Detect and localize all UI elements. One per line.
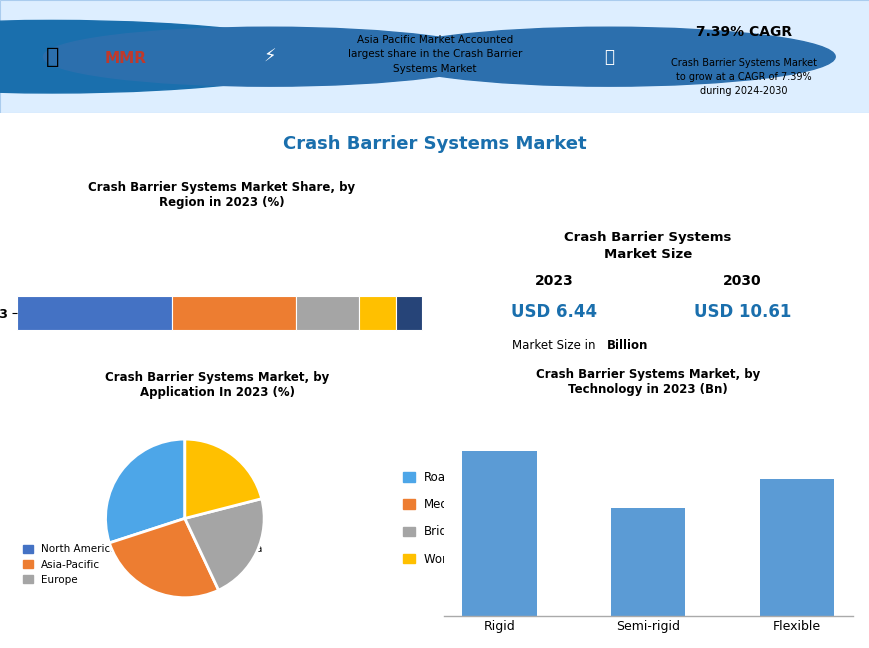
Bar bbox=[17, 295, 172, 330]
Text: 2023: 2023 bbox=[534, 274, 573, 288]
Wedge shape bbox=[109, 518, 218, 597]
Wedge shape bbox=[184, 499, 264, 590]
Title: Crash Barrier Systems Market Share, by
Region in 2023 (%): Crash Barrier Systems Market Share, by R… bbox=[88, 181, 355, 209]
Text: Crash Barrier Systems
Market Size: Crash Barrier Systems Market Size bbox=[564, 231, 731, 260]
Text: Asia Pacific Market Accounted
largest share in the Crash Barrier
Systems Market: Asia Pacific Market Accounted largest sh… bbox=[348, 34, 521, 75]
Text: MMR: MMR bbox=[104, 51, 146, 67]
Title: Crash Barrier Systems Market, by
Technology in 2023 (Bn): Crash Barrier Systems Market, by Technol… bbox=[535, 369, 760, 397]
Bar bbox=[610, 508, 685, 616]
Text: Crash Barrier Systems Market
to grow at a CAGR of 7.39%
during 2024-2030: Crash Barrier Systems Market to grow at … bbox=[670, 58, 816, 96]
Circle shape bbox=[382, 27, 834, 86]
Bar bbox=[759, 480, 833, 616]
Circle shape bbox=[0, 21, 330, 93]
Text: ⚡: ⚡ bbox=[263, 48, 275, 65]
Wedge shape bbox=[105, 439, 184, 543]
Text: Billion: Billion bbox=[607, 339, 648, 352]
Text: 2030: 2030 bbox=[722, 274, 760, 288]
Text: 7.39% CAGR: 7.39% CAGR bbox=[695, 25, 791, 39]
Legend: North America, Asia-Pacific, Europe, Middle East and Africa, South America: North America, Asia-Pacific, Europe, Mid… bbox=[23, 544, 262, 584]
Circle shape bbox=[43, 27, 495, 86]
Text: USD 10.61: USD 10.61 bbox=[693, 303, 790, 321]
Bar bbox=[395, 295, 421, 330]
Legend: Roadside, Median, Bridge, Work zone: Roadside, Median, Bridge, Work zone bbox=[402, 471, 486, 566]
Text: 🌍: 🌍 bbox=[45, 47, 59, 67]
Wedge shape bbox=[184, 439, 262, 518]
Bar bbox=[172, 295, 295, 330]
FancyBboxPatch shape bbox=[0, 0, 869, 113]
Text: Market Size in: Market Size in bbox=[511, 339, 599, 352]
Text: USD 6.44: USD 6.44 bbox=[510, 303, 596, 321]
Bar bbox=[295, 295, 359, 330]
Bar bbox=[359, 295, 395, 330]
FancyBboxPatch shape bbox=[439, 212, 856, 384]
Text: Crash Barrier Systems Market: Crash Barrier Systems Market bbox=[283, 135, 586, 153]
Title: Crash Barrier Systems Market, by
Application In 2023 (%): Crash Barrier Systems Market, by Applica… bbox=[105, 371, 329, 399]
Text: 🔥: 🔥 bbox=[603, 48, 614, 65]
Bar bbox=[461, 451, 536, 616]
